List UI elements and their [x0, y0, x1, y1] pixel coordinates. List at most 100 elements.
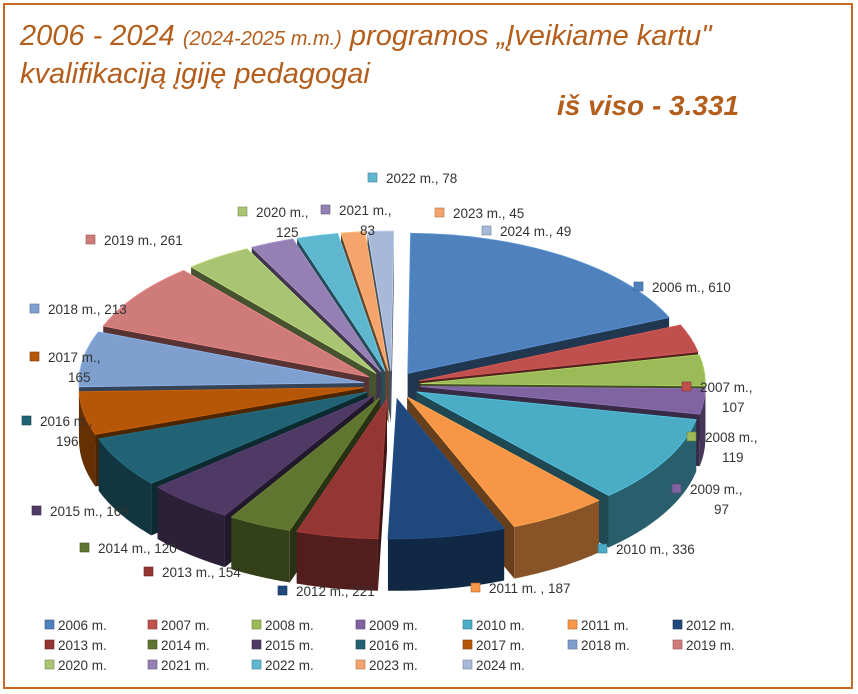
data-label-text: 2020 m., [256, 205, 309, 220]
data-labels: 2006 m., 610 2007 m., 107 2008 m., 119 2009 m… [21, 171, 758, 599]
legend-item-2018: 2018 m. [567, 638, 630, 653]
data-label-text: 2007 m., [700, 380, 753, 395]
legend-swatch [44, 659, 55, 670]
data-label-marker [79, 542, 90, 553]
data-label-2013: 2013 m., 154 [143, 565, 241, 580]
slice-2015 [156, 395, 374, 516]
data-label-marker [481, 225, 492, 236]
slice-2018 [78, 331, 364, 388]
slice-2022 [296, 232, 386, 372]
slice-2023 [340, 231, 389, 372]
data-label-marker [29, 351, 40, 362]
data-label-2022: 2022 m., 78 [367, 171, 457, 186]
legend-item-2015: 2015 m. [251, 638, 314, 653]
data-label-text: 2017 m., [48, 350, 101, 365]
slice-2011-side [514, 500, 599, 579]
legend-label: 2016 m. [369, 638, 418, 653]
data-label-text: 2015 m., 165 [50, 504, 129, 519]
total-label: iš viso - 3.331 [557, 90, 740, 121]
data-label-text: 2010 m., 336 [616, 542, 695, 557]
legend-swatch [672, 639, 683, 650]
slice-2013 [296, 397, 388, 540]
legend-swatch [567, 619, 578, 630]
data-label-value: 125 [276, 225, 299, 240]
legend-item-2016: 2016 m. [355, 638, 418, 653]
legend-item-2020: 2020 m. [44, 658, 107, 673]
data-label-2007: 2007 m., 107 [681, 380, 753, 415]
data-label-text: 2011 m. , 187 [489, 581, 571, 596]
legend-label: 2024 m. [476, 658, 525, 673]
legend-swatch [567, 639, 578, 650]
legend-item-2008: 2008 m. [251, 618, 314, 633]
legend-label: 2017 m. [476, 638, 525, 653]
legend-item-2019: 2019 m. [672, 638, 735, 653]
data-label-text: 2012 m., 221 [296, 584, 375, 599]
data-label-2006: 2006 m., 610 [633, 280, 731, 295]
legend-label: 2014 m. [161, 638, 210, 653]
legend: 2006 m. 2007 m. 2008 m. 2009 m. 2010 m. 2011 … [44, 618, 735, 673]
slice-2007 [419, 324, 699, 382]
slice-2012 [387, 397, 505, 540]
legend-item-2021: 2021 m. [147, 658, 210, 673]
legend-label: 2006 m. [58, 618, 107, 633]
slice-2014-side [231, 517, 290, 583]
data-label-text: 2022 m., 78 [386, 171, 457, 186]
data-label-2015: 2015 m., 165 [31, 504, 129, 519]
data-label-2020: 2020 m., 125 [237, 205, 309, 240]
data-label-marker [237, 206, 248, 217]
legend-label: 2015 m. [265, 638, 314, 653]
slice-2017 [78, 387, 365, 435]
legend-label: 2010 m. [476, 618, 525, 633]
legend-swatch [355, 639, 366, 650]
data-label-2017: 2017 m., 165 [29, 350, 101, 385]
slice-2012-side [387, 528, 505, 591]
data-label-2019: 2019 m., 261 [85, 233, 183, 248]
legend-label: 2013 m. [58, 638, 107, 653]
slice-2019 [102, 269, 369, 378]
chart-title-line1: 2006 - 2024 (2024-2025 m.m.) programos „… [20, 20, 712, 52]
data-label-marker [320, 204, 331, 215]
legend-swatch [672, 619, 683, 630]
data-label-marker [85, 234, 96, 245]
legend-label: 2022 m. [265, 658, 314, 673]
data-label-marker [367, 172, 378, 183]
slice-2006 [407, 232, 670, 374]
data-label-text: 2023 m., 45 [453, 206, 524, 221]
data-label-2008: 2008 m., 119 [686, 430, 758, 465]
legend-item-2024: 2024 m. [462, 658, 525, 673]
data-label-text: 2008 m., [705, 430, 758, 445]
legend-item-2014: 2014 m. [147, 638, 210, 653]
legend-swatch [147, 619, 158, 630]
data-label-2010: 2010 m., 336 [597, 542, 695, 557]
legend-swatch [147, 659, 158, 670]
slice-2011 [406, 396, 600, 528]
legend-label: 2012 m. [686, 618, 735, 633]
legend-item-2010: 2010 m. [462, 618, 525, 633]
legend-swatch [462, 639, 473, 650]
legend-item-2011: 2011 m. [567, 618, 629, 633]
data-label-value: 107 [722, 400, 745, 415]
legend-swatch [251, 639, 262, 650]
legend-label: 2023 m. [369, 658, 418, 673]
legend-label: 2018 m. [581, 638, 630, 653]
slice-2009-side [699, 388, 706, 467]
data-label-value: 97 [714, 502, 729, 517]
slice-2008 [420, 354, 706, 387]
data-label-2011: 2011 m. , 187 [470, 581, 571, 596]
legend-label: 2021 m. [161, 658, 210, 673]
data-label-marker [277, 585, 288, 596]
data-label-marker [633, 281, 644, 292]
data-label-text: 2021 m., [339, 203, 392, 218]
slice-2024 [367, 230, 395, 372]
data-label-value: 165 [68, 370, 91, 385]
data-label-2012: 2012 m., 221 [277, 584, 375, 599]
slice-2015-side [157, 487, 225, 568]
legend-item-2012: 2012 m. [672, 618, 735, 633]
legend-label: 2007 m. [161, 618, 210, 633]
data-label-2024: 2024 m., 49 [481, 224, 571, 239]
data-label-2021: 2021 m., 83 [320, 203, 392, 238]
legend-item-2023: 2023 m. [355, 658, 418, 673]
data-label-2023: 2023 m., 45 [434, 206, 524, 221]
data-label-text: 2006 m., 610 [652, 280, 731, 295]
